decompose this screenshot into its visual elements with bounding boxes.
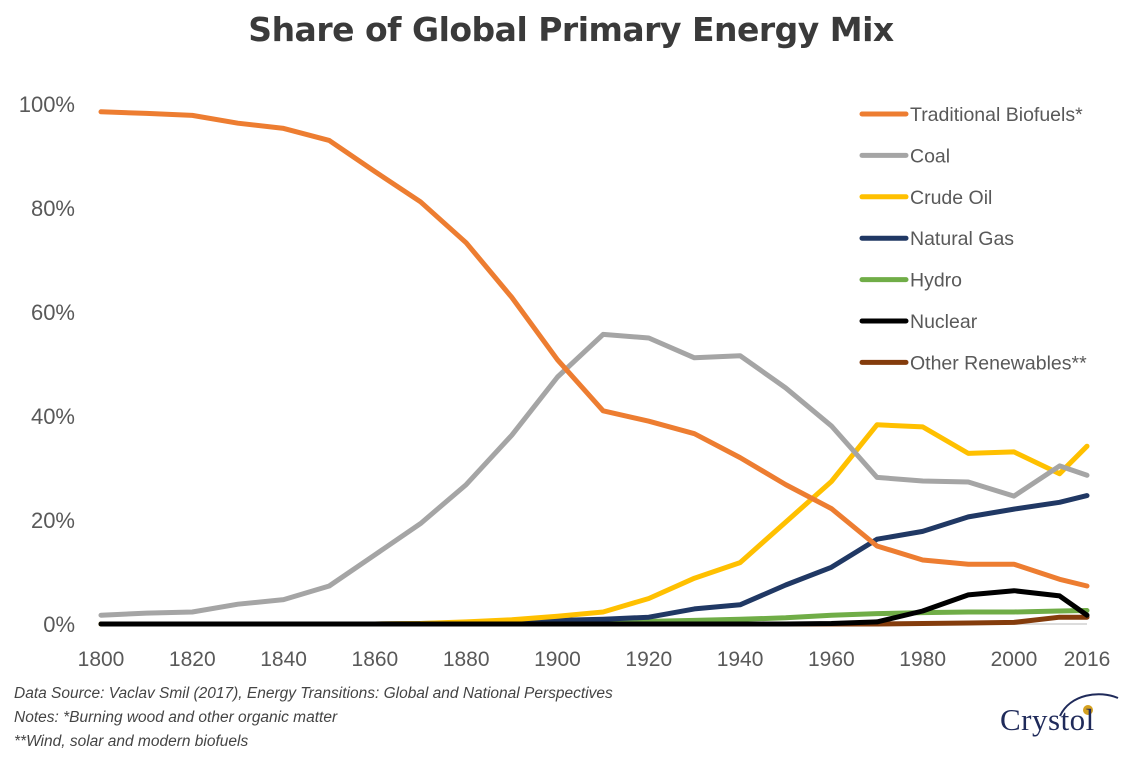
legend-label: Natural Gas bbox=[910, 228, 1014, 250]
y-tick-label: 0% bbox=[43, 612, 75, 637]
legend-label: Hydro bbox=[910, 270, 962, 292]
series-line-nuclear bbox=[98, 588, 1090, 627]
crystol-logo: Crystol bbox=[1000, 688, 1125, 748]
footnote-biofuels: Notes: *Burning wood and other organic m… bbox=[14, 709, 338, 726]
series-line-coal bbox=[98, 331, 1090, 618]
y-tick-label: 40% bbox=[31, 404, 75, 429]
legend: Traditional Biofuels* Coal Crude Oil Natura… bbox=[859, 104, 1087, 374]
x-tick-label: 1820 bbox=[169, 648, 216, 671]
legend-label: Other Renewables** bbox=[910, 352, 1087, 374]
x-tick-label: 1940 bbox=[717, 648, 764, 671]
x-tick-label: 1860 bbox=[352, 648, 399, 671]
data-source-note: Data Source: Vaclav Smil (2017), Energy … bbox=[14, 685, 613, 702]
series-lines bbox=[98, 109, 1090, 627]
x-tick-label: 2016 bbox=[1064, 648, 1111, 671]
y-tick-label: 80% bbox=[31, 196, 75, 221]
y-tick-label: 100% bbox=[19, 92, 75, 117]
footnote-renewables: **Wind, solar and modern biofuels bbox=[14, 733, 249, 750]
legend-label: Coal bbox=[910, 145, 950, 167]
x-tick-label: 1980 bbox=[899, 648, 946, 671]
x-axis-ticks: 1800 1820 1840 1860 1880 1900 1920 1940 1960 1980… bbox=[78, 648, 1111, 671]
x-tick-label: 1800 bbox=[78, 648, 125, 671]
logo-text: Crystol bbox=[1000, 702, 1095, 737]
chart-title: Share of Global Primary Energy Mix bbox=[248, 10, 894, 49]
x-tick-label: 1900 bbox=[534, 648, 581, 671]
x-tick-label: 1880 bbox=[443, 648, 490, 671]
x-tick-label: 1920 bbox=[625, 648, 672, 671]
y-axis-ticks: 0% 20% 40% 60% 80% 100% bbox=[19, 92, 75, 637]
legend-label: Nuclear bbox=[910, 311, 978, 333]
line-chart: 0%20%40%60%80%100% 1800 1820 1840 1860 1880 1… bbox=[19, 92, 1111, 671]
logo-swoosh-icon bbox=[1059, 693, 1119, 717]
x-tick-label: 2000 bbox=[991, 648, 1038, 671]
x-tick-label: 1960 bbox=[808, 648, 855, 671]
series-line-traditional-biofuels bbox=[98, 109, 1090, 589]
x-tick-label: 1840 bbox=[260, 648, 307, 671]
y-tick-label: 20% bbox=[31, 508, 75, 533]
legend-label: Traditional Biofuels* bbox=[910, 104, 1083, 126]
legend-label: Crude Oil bbox=[910, 187, 992, 209]
y-tick-label: 60% bbox=[31, 300, 75, 325]
